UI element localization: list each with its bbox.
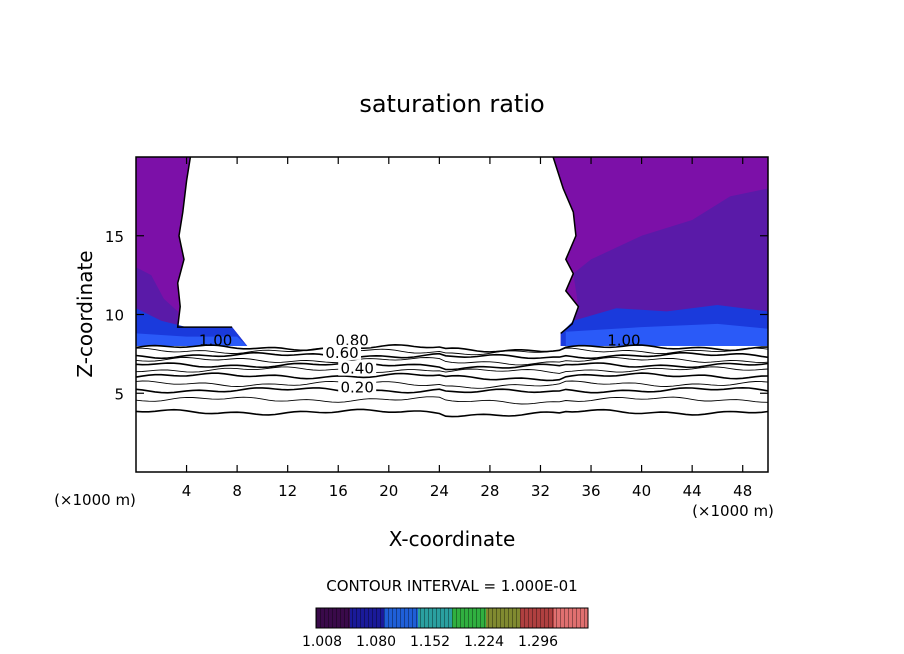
x-tick-label: 48 [733, 482, 752, 500]
contour-lines [135, 343, 769, 418]
right-region-bright [565, 323, 768, 346]
filled-regions [136, 156, 768, 346]
x-tick-label: 16 [329, 482, 348, 500]
contour-label: 1.00 [199, 331, 232, 349]
y-tick-label: 10 [105, 307, 124, 325]
left-region-bright [136, 333, 248, 346]
contour-label-bg [338, 379, 377, 395]
x-tick-label: 28 [480, 482, 499, 500]
x-tick-label: 8 [232, 482, 242, 500]
x-tick-label: 12 [278, 482, 297, 500]
chart-title: saturation ratio [359, 90, 544, 118]
left-cloud-edge [176, 156, 233, 328]
contour-interval-note: CONTOUR INTERVAL = 1.000E-01 [326, 577, 577, 595]
x-tick-label: 36 [581, 482, 600, 500]
colorbar-frame [315, 607, 589, 629]
contour-label: 0.40 [340, 360, 373, 378]
colorbar-labels: 1.008 1.080 1.152 1.224 1.296 [302, 634, 558, 650]
contour-label-bg [333, 332, 372, 348]
x-axis-label: X-coordinate [389, 527, 516, 551]
colorbar [315, 607, 589, 629]
colorbar-label: 1.152 [410, 634, 450, 650]
contour-label: 0.60 [325, 344, 358, 362]
x-tick-label: 32 [531, 482, 550, 500]
x-axis-ticks: 4 8 12 16 20 24 28 32 36 40 44 48 [182, 157, 752, 500]
x-tick-label: 20 [379, 482, 398, 500]
x-tick-label: 4 [182, 482, 192, 500]
contour-line [135, 380, 769, 389]
y-axis-label: Z-coordinate [73, 250, 97, 377]
colorbar-label: 1.080 [356, 634, 396, 650]
colorbar-stripes [316, 608, 588, 628]
contour-line [135, 396, 769, 405]
x-unit-label-right: (×1000 m) [692, 502, 774, 520]
x-tick-label: 44 [683, 482, 702, 500]
contour-label-bg [338, 360, 377, 376]
contour-line [135, 357, 769, 366]
contour-label: 0.20 [340, 379, 373, 397]
contour-label-bg [323, 344, 362, 360]
contour-label: 0.80 [335, 331, 368, 349]
contour-labels: 1.00 0.800.600.400.20 1.00 [199, 331, 641, 397]
colorbar-label: 1.296 [518, 634, 558, 650]
contour-line [135, 343, 768, 353]
colorbar-label: 1.008 [302, 634, 342, 650]
y-tick-label: 15 [105, 228, 124, 246]
contour-line [136, 347, 769, 356]
x-tick-label: 40 [632, 482, 651, 500]
x-unit-label-left: (×1000 m) [54, 491, 136, 509]
contour-line [135, 366, 769, 374]
left-region-purple [136, 157, 248, 346]
right-cloud-edge [552, 156, 580, 334]
y-tick-label: 5 [114, 385, 124, 403]
contour-line [135, 351, 769, 360]
colorbar-label: 1.224 [464, 634, 504, 650]
contour-line [135, 408, 769, 418]
contour-label: 1.00 [607, 331, 640, 349]
y-axis-ticks: 5 10 15 [105, 228, 768, 403]
contour-line [135, 372, 769, 382]
contour-line [135, 361, 769, 371]
x-tick-label: 24 [430, 482, 449, 500]
contour-line [135, 386, 769, 394]
